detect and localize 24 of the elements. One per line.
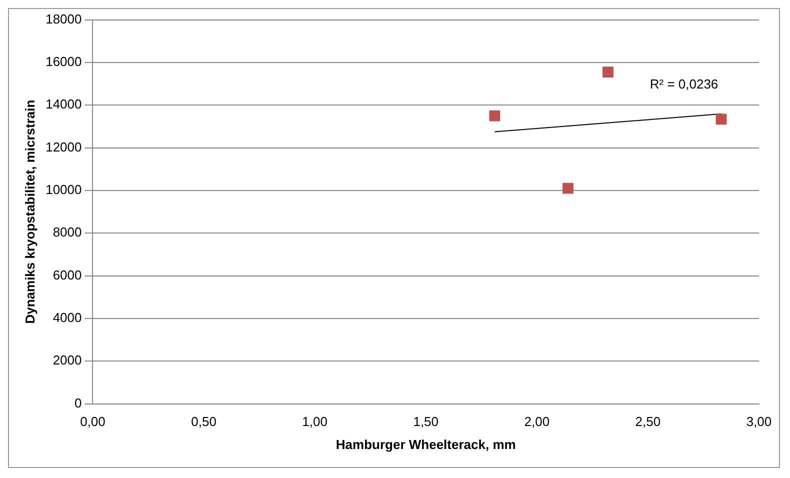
x-axis-title: Hamburger Wheelterack, mm (336, 436, 516, 452)
y-tick-label: 16000 (46, 54, 82, 70)
y-tick-label: 8000 (52, 224, 82, 240)
x-tick-label: 2,00 (524, 414, 550, 430)
x-tick-label: 1,00 (302, 414, 328, 430)
y-tick-label: 12000 (46, 139, 82, 154)
y-tick-label: 0 (74, 395, 82, 410)
y-tick-label: 6000 (52, 267, 82, 282)
point (562, 182, 574, 194)
y-tick-label: 4000 (52, 310, 82, 326)
y-tick-label: 14000 (46, 96, 82, 112)
point (489, 110, 500, 122)
y-tick-label: 10000 (46, 182, 82, 198)
point (602, 66, 614, 78)
x-tick-label: 1,50 (413, 414, 439, 430)
x-tick-label: 0,50 (191, 414, 216, 430)
y-axis-title: Dynamiks kryopstabilitet, micrstrain (22, 100, 38, 324)
x-tick-label: 3,00 (746, 414, 772, 430)
x-tick-label: 0,00 (80, 414, 106, 430)
y-tick-label: 2000 (52, 352, 82, 368)
x-tick-label: 2,50 (635, 414, 661, 430)
point (716, 114, 727, 125)
annotation: R² = 0,0236 (650, 76, 718, 92)
y-tick-label: 18000 (46, 11, 82, 26)
